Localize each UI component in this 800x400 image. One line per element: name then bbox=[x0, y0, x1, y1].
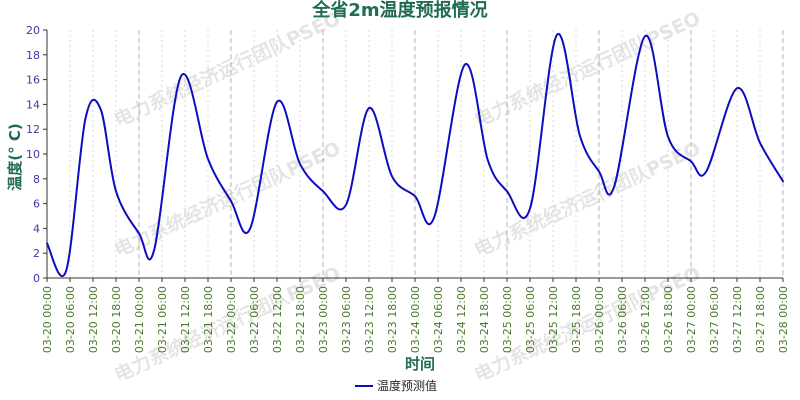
y-axis-ticks: 0 2 4 6 8 10 12 14 16 18 20 bbox=[26, 24, 47, 285]
x-tick-label: 03-26 06:00 bbox=[616, 286, 629, 353]
x-tick-label: 03-24 18:00 bbox=[478, 286, 491, 353]
x-tick-label: 03-26 18:00 bbox=[662, 286, 675, 353]
legend[interactable]: 温度预测值 bbox=[355, 378, 437, 393]
y-tick-label: 6 bbox=[33, 198, 40, 211]
chart-title: 全省2m温度预报情况 bbox=[311, 0, 487, 21]
y-tick-label: 12 bbox=[26, 123, 40, 136]
x-tick-label: 03-23 18:00 bbox=[386, 286, 399, 353]
x-tick-label: 03-26 00:00 bbox=[593, 286, 606, 353]
x-tick-label: 03-20 06:00 bbox=[64, 286, 77, 353]
series-line bbox=[46, 32, 784, 277]
series-layer bbox=[46, 32, 784, 277]
x-tick-label: 03-28 00:00 bbox=[777, 286, 790, 353]
x-tick-label: 03-25 12:00 bbox=[547, 286, 560, 353]
x-tick-label: 03-25 06:00 bbox=[524, 286, 537, 353]
watermark-layer: 电力系统经济运行团队PSEO 电力系统经济运行团队PSEO电力系统经济运行团队PS… bbox=[111, 7, 704, 387]
y-tick-label: 0 bbox=[33, 272, 40, 285]
x-tick-label: 03-21 12:00 bbox=[179, 286, 192, 353]
y-tick-label: 4 bbox=[33, 222, 40, 235]
y-tick-label: 2 bbox=[33, 247, 40, 260]
x-tick-label: 03-21 00:00 bbox=[133, 286, 146, 353]
watermark-text: 电力系统经济运行团队PSEO bbox=[111, 137, 344, 262]
y-tick-label: 10 bbox=[26, 148, 40, 161]
x-tick-label: 03-22 00:00 bbox=[225, 286, 238, 353]
x-tick-label: 03-27 00:00 bbox=[685, 286, 698, 353]
x-tick-label: 03-24 06:00 bbox=[432, 286, 445, 353]
x-tick-label: 03-21 06:00 bbox=[156, 286, 169, 353]
x-tick-label: 03-23 12:00 bbox=[363, 286, 376, 353]
x-tick-label: 03-21 18:00 bbox=[202, 286, 215, 353]
x-tick-label: 03-22 06:00 bbox=[248, 286, 261, 353]
x-tick-label: 03-24 00:00 bbox=[409, 286, 422, 353]
x-tick-label: 03-27 06:00 bbox=[708, 286, 721, 353]
watermark-text: 电力系统经济运行团队PSEO bbox=[471, 7, 704, 132]
x-tick-label: 03-27 18:00 bbox=[754, 286, 767, 353]
y-tick-label: 18 bbox=[26, 49, 40, 62]
y-tick-label: 8 bbox=[33, 173, 40, 186]
grid-lines bbox=[46, 30, 784, 278]
x-tick-label: 03-20 12:00 bbox=[87, 286, 100, 353]
x-tick-label: 03-26 12:00 bbox=[639, 286, 652, 353]
y-tick-label: 14 bbox=[26, 98, 40, 111]
x-tick-label: 03-24 12:00 bbox=[455, 286, 468, 353]
y-tick-label: 16 bbox=[26, 74, 40, 87]
x-tick-label: 03-22 12:00 bbox=[271, 286, 284, 353]
x-tick-label: 03-23 00:00 bbox=[317, 286, 330, 353]
watermark-text: 电力系统经济运行团队PSEO bbox=[111, 7, 344, 132]
x-tick-label: 03-20 00:00 bbox=[41, 286, 54, 353]
x-tick-label: 03-23 06:00 bbox=[340, 286, 353, 353]
x-tick-label: 03-22 18:00 bbox=[294, 286, 307, 353]
x-tick-label: 03-20 18:00 bbox=[110, 286, 123, 353]
x-tick-label: 03-25 18:00 bbox=[570, 286, 583, 353]
y-axis-title: 温度(° C) bbox=[6, 123, 24, 190]
x-tick-label: 03-27 12:00 bbox=[731, 286, 744, 353]
y-tick-label: 20 bbox=[26, 24, 40, 37]
legend-label: 温度预测值 bbox=[377, 378, 437, 393]
x-axis-title: 时间 bbox=[405, 355, 435, 373]
x-axis-ticks: 03-20 00:00 03-20 06:00 03-20 12:00 03-20 1… bbox=[41, 278, 790, 353]
x-tick-label: 03-25 00:00 bbox=[501, 286, 514, 353]
